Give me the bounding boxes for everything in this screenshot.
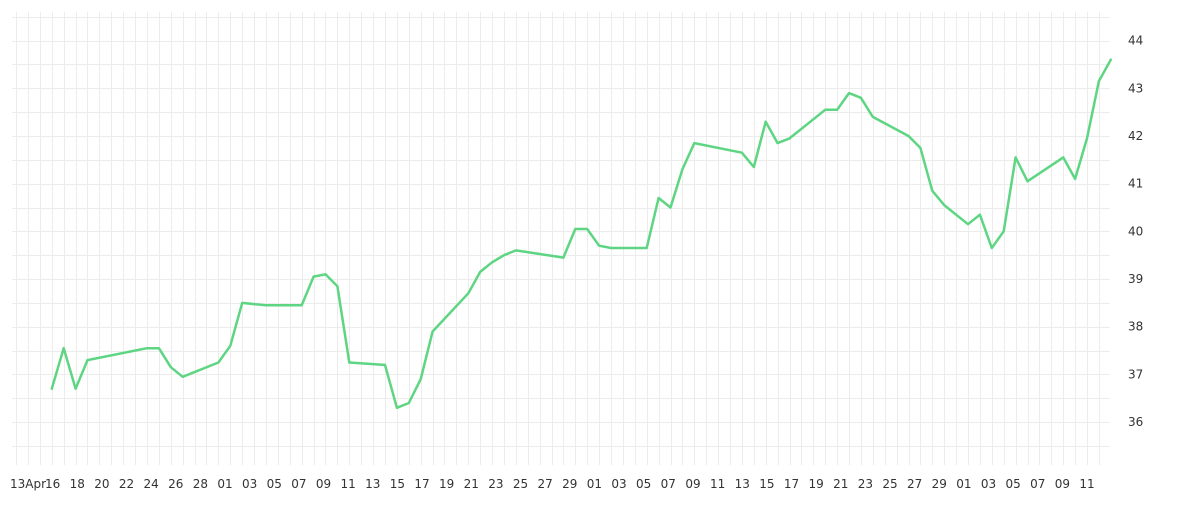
- x-tick-label: 05: [1005, 477, 1020, 491]
- x-tick-label: 26: [168, 477, 183, 491]
- x-tick-label: 24: [143, 477, 158, 491]
- x-tick-label: 22: [119, 477, 134, 491]
- x-tick-label: 25: [882, 477, 897, 491]
- x-tick-label: 20: [94, 477, 109, 491]
- x-tick-label: 15: [759, 477, 774, 491]
- x-tick-label: 25: [513, 477, 528, 491]
- x-tick-label: 21: [464, 477, 479, 491]
- x-tick-label: 16: [45, 477, 60, 491]
- x-tick-label: 03: [611, 477, 626, 491]
- x-tick-label: 17: [414, 477, 429, 491]
- y-tick-label: 39: [1128, 272, 1143, 286]
- y-tick-label: 43: [1128, 81, 1143, 95]
- x-tick-label: 27: [538, 477, 553, 491]
- x-tick-label: 13: [735, 477, 750, 491]
- x-tick-label: 09: [1055, 477, 1070, 491]
- x-tick-label: 19: [439, 477, 454, 491]
- grid-layer: [12, 12, 1110, 465]
- x-tick-label: 27: [907, 477, 922, 491]
- x-tick-label: 09: [685, 477, 700, 491]
- x-tick-label: 07: [291, 477, 306, 491]
- x-tick-label: 13: [365, 477, 380, 491]
- x-tick-label: 03: [242, 477, 257, 491]
- x-tick-label: 15: [390, 477, 405, 491]
- x-tick-label: 28: [193, 477, 208, 491]
- x-tick-label: 13Apr: [10, 477, 46, 491]
- price-series-line: [50, 58, 1113, 410]
- x-tick-label: 05: [636, 477, 651, 491]
- y-tick-label: 40: [1128, 224, 1143, 238]
- x-tick-label: 01: [587, 477, 602, 491]
- y-axis: 36 37 38 39 40 41 42 43 44: [1128, 34, 1143, 429]
- x-tick-label: 05: [267, 477, 282, 491]
- x-tick-label: 23: [488, 477, 503, 491]
- y-tick-label: 42: [1128, 129, 1143, 143]
- x-tick-label: 11: [710, 477, 725, 491]
- x-tick-label: 01: [217, 477, 232, 491]
- x-tick-label: 17: [784, 477, 799, 491]
- x-tick-label: 01: [956, 477, 971, 491]
- x-tick-label: 21: [833, 477, 848, 491]
- x-tick-label: 18: [70, 477, 85, 491]
- y-tick-label: 44: [1128, 34, 1143, 48]
- x-tick-label: 23: [858, 477, 873, 491]
- x-tick-label: 07: [661, 477, 676, 491]
- x-tick-label: 29: [932, 477, 947, 491]
- x-tick-label: 19: [808, 477, 823, 491]
- y-tick-label: 36: [1128, 415, 1143, 429]
- x-tick-label: 29: [562, 477, 577, 491]
- x-tick-label: 11: [1079, 477, 1094, 491]
- y-tick-label: 37: [1128, 367, 1143, 381]
- x-tick-label: 11: [341, 477, 356, 491]
- x-tick-label: 03: [981, 477, 996, 491]
- x-tick-label: 09: [316, 477, 331, 491]
- y-tick-label: 41: [1128, 177, 1143, 191]
- x-tick-label: 07: [1030, 477, 1045, 491]
- y-tick-label: 38: [1128, 320, 1143, 334]
